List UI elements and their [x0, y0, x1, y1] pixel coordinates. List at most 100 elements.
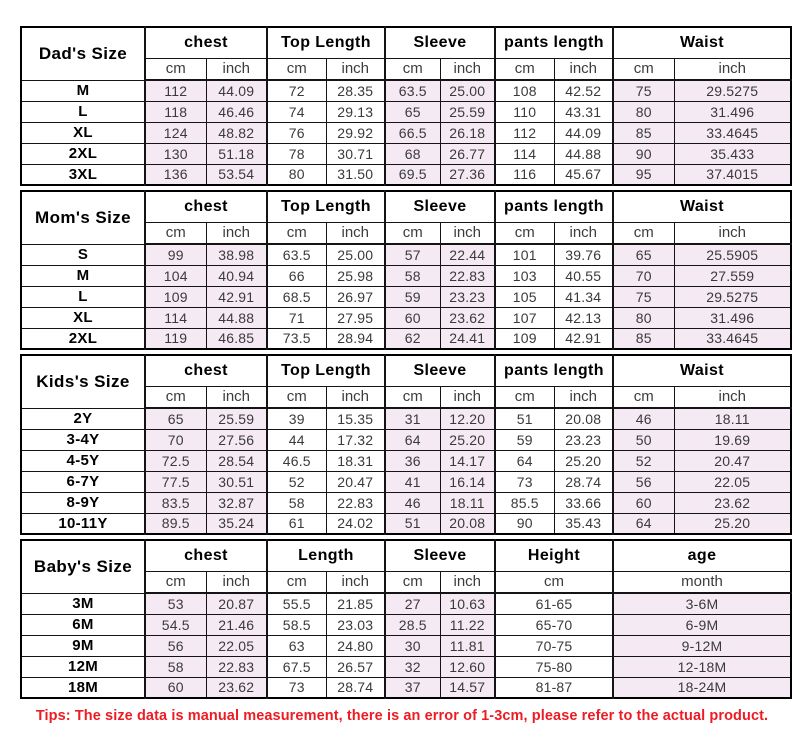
unit-header: cm: [384, 385, 441, 409]
table-body-kids-s-size: 2Y 65 25.59 39 15.35 31 12.20 51 20.08 46 18.11 3-4…: [20, 407, 792, 535]
value-cell: 81-87: [494, 676, 614, 699]
value-cell: 24.02: [325, 512, 386, 535]
unit-header: cm: [494, 221, 555, 245]
value-cell: 63.5: [266, 243, 327, 266]
value-cell: 89.5: [144, 512, 207, 535]
value-cell: 14.17: [439, 449, 496, 472]
value-cell: 23.62: [439, 306, 496, 329]
unit-header: inch: [325, 385, 386, 409]
value-cell: 25.20: [553, 449, 614, 472]
value-cell: 42.91: [205, 285, 268, 308]
value-cell: 101: [494, 243, 555, 266]
table-head-baby-s-size: Baby's Size chest Length Sleeve Height age cm i…: [20, 539, 792, 594]
value-cell: 28.54: [205, 449, 268, 472]
value-cell: 29.92: [325, 121, 386, 144]
unit-header: inch: [325, 57, 386, 81]
value-cell: 37.4015: [673, 163, 792, 186]
table-kids-s-size: Kids's Size chest Top Length Sleeve pants le…: [20, 354, 792, 535]
row-size-label: S: [20, 243, 146, 266]
table-row: 6M 54.5 21.46 58.5 23.03 28.5 11.22 65-70 6-9M: [20, 613, 792, 636]
column-group-header: age: [612, 539, 792, 572]
value-cell: 72: [266, 79, 327, 102]
value-cell: 33.66: [553, 491, 614, 514]
row-size-label: 3-4Y: [20, 428, 146, 451]
value-cell: 44.09: [553, 121, 614, 144]
value-cell: 20.08: [439, 512, 496, 535]
value-cell: 75-80: [494, 655, 614, 678]
row-size-label: 6-7Y: [20, 470, 146, 493]
value-cell: 68: [384, 142, 441, 165]
value-cell: 24.41: [439, 327, 496, 350]
value-cell: 108: [494, 79, 555, 102]
unit-header: cm: [612, 221, 675, 245]
value-cell: 58: [384, 264, 441, 287]
value-cell: 60: [144, 676, 207, 699]
value-cell: 25.98: [325, 264, 386, 287]
unit-header: cm: [612, 385, 675, 409]
table-body-baby-s-size: 3M 53 20.87 55.5 21.85 27 10.63 61-65 3-6M 6M 54.5…: [20, 592, 792, 699]
header-row: Baby's Size chest Length Sleeve Height age: [20, 539, 792, 594]
column-group-header: chest: [144, 190, 268, 223]
unit-header: inch: [673, 221, 792, 245]
value-cell: 22.83: [205, 655, 268, 678]
value-cell: 40.94: [205, 264, 268, 287]
value-cell: 22.05: [673, 470, 792, 493]
value-cell: 59: [494, 428, 555, 451]
table-row: M 104 40.94 66 25.98 58 22.83 103 40.55 70 27.559: [20, 264, 792, 287]
value-cell: 12.60: [439, 655, 496, 678]
value-cell: 18.11: [439, 491, 496, 514]
value-cell: 32: [384, 655, 441, 678]
value-cell: 41.34: [553, 285, 614, 308]
value-cell: 109: [144, 285, 207, 308]
value-cell: 26.57: [325, 655, 386, 678]
value-cell: 14.57: [439, 676, 496, 699]
unit-header: inch: [205, 57, 268, 81]
value-cell: 67.5: [266, 655, 327, 678]
row-size-label: 8-9Y: [20, 491, 146, 514]
value-cell: 44.09: [205, 79, 268, 102]
value-cell: 23.62: [673, 491, 792, 514]
value-cell: 107: [494, 306, 555, 329]
unit-header: cm: [266, 570, 327, 594]
value-cell: 51.18: [205, 142, 268, 165]
value-cell: 55.5: [266, 592, 327, 615]
value-cell: 30: [384, 634, 441, 657]
unit-header: inch: [553, 57, 614, 81]
row-size-label: M: [20, 264, 146, 287]
tips-text: Tips: The size data is manual measuremen…: [35, 708, 769, 724]
value-cell: 22.83: [325, 491, 386, 514]
value-cell: 40.55: [553, 264, 614, 287]
value-cell: 112: [144, 79, 207, 102]
row-size-label: 3XL: [20, 163, 146, 186]
value-cell: 56: [612, 470, 675, 493]
value-cell: 36: [384, 449, 441, 472]
unit-header: cm: [384, 57, 441, 81]
value-cell: 23.23: [439, 285, 496, 308]
value-cell: 26.97: [325, 285, 386, 308]
value-cell: 85: [612, 121, 675, 144]
column-group-header: chest: [144, 539, 268, 572]
value-cell: 10.63: [439, 592, 496, 615]
value-cell: 25.00: [325, 243, 386, 266]
value-cell: 23.62: [205, 676, 268, 699]
value-cell: 46: [612, 407, 675, 430]
size-tables-container: Dad's Size chest Top Length Sleeve pants len…: [20, 26, 804, 699]
unit-header: cm: [384, 570, 441, 594]
value-cell: 26.18: [439, 121, 496, 144]
value-cell: 50: [612, 428, 675, 451]
value-cell: 60: [384, 306, 441, 329]
header-row: Kids's Size chest Top Length Sleeve pants le…: [20, 354, 792, 409]
value-cell: 11.22: [439, 613, 496, 636]
value-cell: 39.76: [553, 243, 614, 266]
value-cell: 30.71: [325, 142, 386, 165]
value-cell: 33.4645: [673, 121, 792, 144]
table-row: 2Y 65 25.59 39 15.35 31 12.20 51 20.08 46 18.11: [20, 407, 792, 430]
column-group-header: Top Length: [266, 354, 386, 387]
value-cell: 59: [384, 285, 441, 308]
value-cell: 28.35: [325, 79, 386, 102]
value-cell: 51: [384, 512, 441, 535]
unit-header: cm: [144, 385, 207, 409]
value-cell: 66: [266, 264, 327, 287]
value-cell: 28.5: [384, 613, 441, 636]
value-cell: 110: [494, 100, 555, 123]
